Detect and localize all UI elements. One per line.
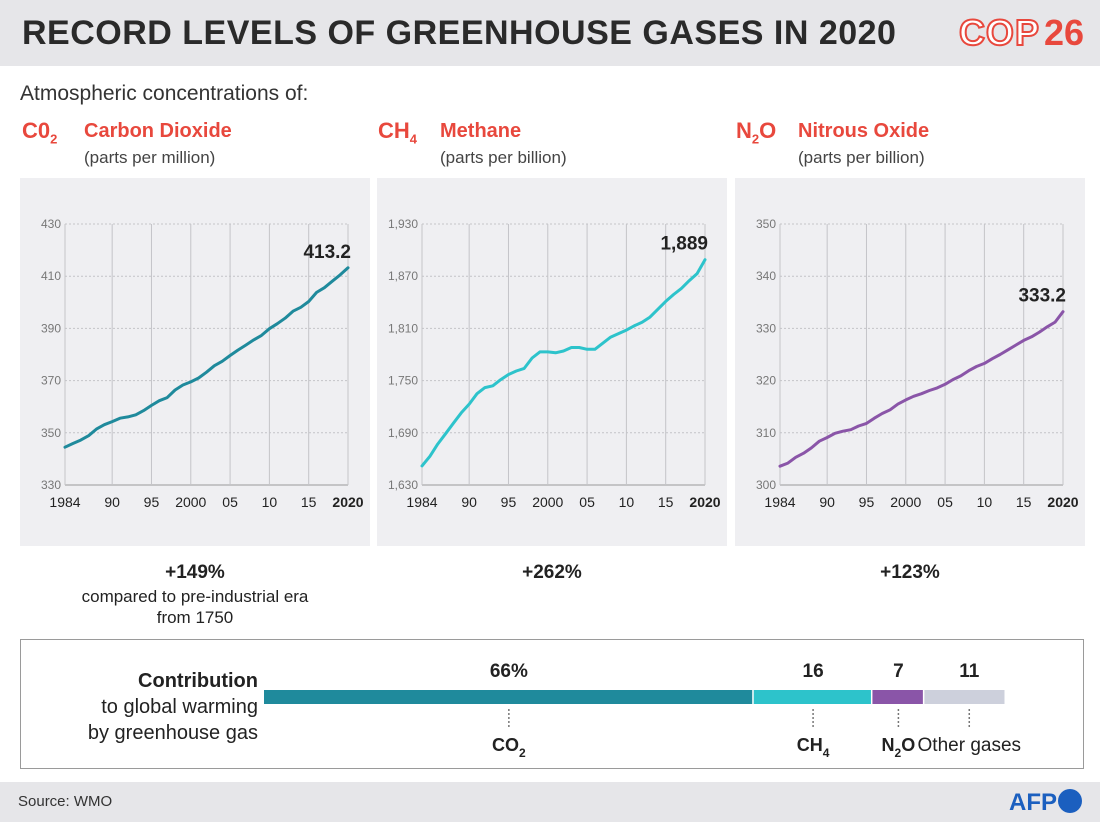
gas-unit: (parts per million)	[84, 148, 216, 167]
contribution-label-bold: Contribution	[138, 670, 258, 692]
series-line	[778, 310, 1065, 468]
gas-unit: (parts per billion)	[798, 148, 925, 167]
gridlines	[421, 223, 706, 486]
x-tick-label: 2020	[1047, 494, 1078, 510]
footer-bar	[0, 782, 1100, 822]
gas-name: Carbon Dioxide	[84, 120, 232, 142]
end-value-label: 333.2	[1018, 286, 1066, 307]
x-tick-label: 2000	[175, 494, 206, 510]
afp-dot-icon	[1058, 789, 1082, 813]
y-tick-label: 1,690	[388, 426, 418, 440]
series-line	[420, 258, 707, 468]
x-tick-label: 10	[977, 494, 993, 510]
end-value-label: 1,889	[660, 234, 708, 255]
formula-main: C0	[22, 118, 51, 143]
gas-formula: N2O	[736, 118, 776, 146]
formula-sub: 2	[751, 131, 760, 147]
y-tick-label: 340	[756, 269, 776, 283]
y-tick-label: 1,630	[388, 478, 418, 492]
x-tick-label: 15	[1016, 494, 1032, 510]
gas-formula: CH4	[378, 118, 417, 146]
y-tick-label: 330	[756, 321, 776, 335]
y-tick-label: 370	[41, 374, 61, 388]
x-tick-label: 05	[937, 494, 953, 510]
y-tick-label: 1,870	[388, 269, 418, 283]
x-tick-label: 90	[819, 494, 835, 510]
source-text: Source: WMO	[18, 793, 113, 810]
x-tick-label: 2020	[689, 494, 720, 510]
x-tick-label: 1984	[49, 494, 80, 510]
increase-n2o: +123%	[880, 562, 940, 583]
y-tick-label: 310	[756, 426, 776, 440]
y-tick-label: 1,810	[388, 321, 418, 335]
y-tick-label: 300	[756, 478, 776, 492]
page-title: RECORD LEVELS OF GREENHOUSE GASES IN 202…	[22, 14, 897, 52]
y-tick-label: 320	[756, 374, 776, 388]
contribution-label: Contribution to global warming by greenh…	[88, 668, 258, 746]
gas-name: Nitrous Oxide	[798, 120, 930, 142]
gas-unit: (parts per billion)	[440, 148, 567, 167]
x-tick-label: 1984	[406, 494, 437, 510]
y-tick-label: 430	[41, 217, 61, 231]
y-tick-label: 350	[41, 426, 61, 440]
increase-note-line2: from 1750	[156, 608, 234, 627]
x-tick-label: 95	[144, 494, 160, 510]
y-tick-label: 1,930	[388, 217, 418, 231]
chart-panel-n2o: 300 310 320 330 340 350 1984 90 95 2000 05 10 15 2020…	[735, 178, 1085, 546]
increase-note-line1: compared to pre-industrial era	[81, 587, 309, 606]
contribution-box	[20, 639, 1084, 769]
formula-main: CH	[378, 118, 410, 143]
contribution-label-line3: by greenhouse gas	[87, 722, 258, 744]
header-bar	[0, 0, 1100, 66]
gas-name: Methane	[440, 120, 522, 142]
x-tick-label: 15	[658, 494, 674, 510]
formula-main: N	[736, 118, 752, 143]
gridlines	[64, 223, 349, 486]
x-tick-label: 2000	[890, 494, 921, 510]
logo-number: 26	[1043, 12, 1084, 53]
x-tick-label: 90	[104, 494, 120, 510]
gas-formula: C02	[22, 118, 57, 146]
y-tick-label: 1,750	[388, 374, 418, 388]
increase-ch4: +262%	[522, 562, 582, 583]
formula-sub: 4	[409, 131, 418, 147]
x-tick-label: 95	[501, 494, 517, 510]
x-tick-label: 05	[222, 494, 238, 510]
end-value-label: 413.2	[303, 242, 351, 263]
formula-sub: 2	[50, 131, 58, 147]
afp-logo: AFP	[1009, 789, 1082, 817]
increase-co2: +149%	[165, 562, 225, 583]
formula-end: O	[759, 118, 777, 143]
y-tick-label: 410	[41, 269, 61, 283]
gridlines	[779, 223, 1064, 486]
series-line	[63, 266, 350, 449]
y-tick-label: 350	[756, 217, 776, 231]
logo-text: COP	[958, 11, 1040, 54]
x-tick-label: 10	[619, 494, 635, 510]
chart-n2o: 300 310 320 330 340 350 1984 90 95 2000 05 10 15 2020…	[756, 217, 1079, 510]
x-tick-label: 1984	[764, 494, 795, 510]
x-tick-label: 05	[579, 494, 595, 510]
chart-co2: 330 350 370 390 410 430 1984 90 95 2000 05 10 15 2020…	[41, 217, 364, 510]
afp-text: AFP	[1009, 789, 1057, 816]
contribution-label-line2: to global warming	[101, 696, 258, 718]
y-tick-label: 390	[41, 321, 61, 335]
x-tick-label: 10	[262, 494, 278, 510]
chart-panel-co2: 330 350 370 390 410 430 1984 90 95 2000 05 10 15 2020…	[20, 178, 370, 546]
increase-note: compared to pre-industrial era from 1750	[20, 586, 370, 628]
chart-panel-ch4: 1,630 1,690 1,750 1,810 1,870 1,930 1984 90 95 20…	[377, 178, 727, 546]
subtitle: Atmospheric concentrations of:	[20, 82, 309, 105]
y-tick-label: 330	[41, 478, 61, 492]
x-tick-label: 2020	[332, 494, 363, 510]
x-tick-label: 15	[301, 494, 317, 510]
cop26-logo: COP 26	[958, 11, 1084, 54]
chart-ch4: 1,630 1,690 1,750 1,810 1,870 1,930 1984 90 95 20…	[388, 217, 721, 510]
x-tick-label: 90	[461, 494, 477, 510]
x-tick-label: 95	[859, 494, 875, 510]
x-tick-label: 2000	[532, 494, 563, 510]
